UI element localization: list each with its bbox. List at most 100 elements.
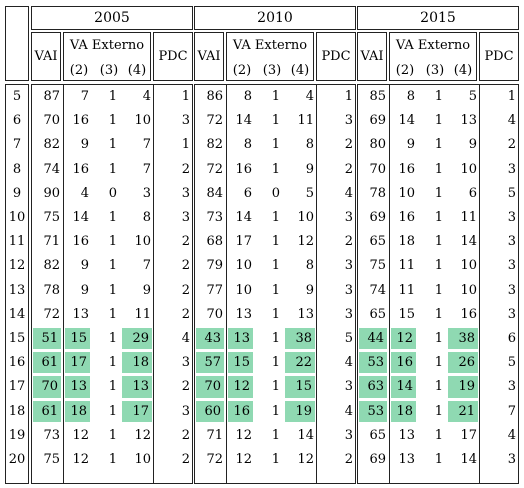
table-cell: 12 xyxy=(228,376,253,398)
table-cell: 1 xyxy=(271,379,280,395)
table-cell: 85 xyxy=(369,89,386,105)
table-cell: 1 xyxy=(434,331,443,347)
table-cell: 10 xyxy=(134,452,151,468)
table-cell: 13 xyxy=(297,306,314,322)
row-id: 17 xyxy=(8,379,26,395)
table-cell: 1 xyxy=(434,89,443,105)
table-cell: 75 xyxy=(43,210,60,226)
table-cell: 1 xyxy=(434,427,443,443)
table-cell: 1 xyxy=(108,379,117,395)
table-cell: 1 xyxy=(181,89,190,105)
table-cell: 6 xyxy=(507,331,516,347)
table-cell: 72 xyxy=(206,161,223,177)
corner-header-cell xyxy=(5,6,29,81)
table-cell: 65 xyxy=(369,306,386,322)
table-cell: 82 xyxy=(206,137,223,153)
table-cell: 1 xyxy=(434,355,443,371)
table-cell: 8 xyxy=(243,137,252,153)
table-cell: 4 xyxy=(305,89,314,105)
va-externo-sub-4: (4) xyxy=(127,62,147,78)
va-externo-header: VA Externo xyxy=(63,32,151,81)
table-cell: 74 xyxy=(369,282,386,298)
table-cell: 1 xyxy=(434,161,443,177)
table-cell: 29 xyxy=(122,328,152,350)
row-id: 6 xyxy=(12,113,22,129)
table-cell: 13 xyxy=(228,328,253,350)
table-cell: 15 xyxy=(228,352,253,374)
table-cell: 72 xyxy=(206,113,223,129)
table-cell: 1 xyxy=(271,89,280,105)
pdc-header: PDC xyxy=(153,32,193,81)
table-cell: 70 xyxy=(33,376,61,398)
table-cell: 4 xyxy=(80,185,89,201)
row-id: 16 xyxy=(8,355,26,371)
row-id: 10 xyxy=(8,210,26,226)
table-cell: 3 xyxy=(181,113,190,129)
vai-header: VAI xyxy=(357,32,387,81)
table-cell: 9 xyxy=(80,282,89,298)
table-cell: 2 xyxy=(344,137,353,153)
table-cell: 71 xyxy=(43,234,60,250)
table-cell: 10 xyxy=(398,185,415,201)
table-cell: 21 xyxy=(448,400,478,422)
table-cell: 10 xyxy=(235,282,252,298)
table-cell: 11 xyxy=(134,306,151,322)
table-cell: 72 xyxy=(43,306,60,322)
table-cell: 1 xyxy=(181,137,190,153)
table-cell: 12 xyxy=(297,234,314,250)
va-externo-title: VA Externo xyxy=(232,38,308,53)
pdc-divider xyxy=(479,84,480,484)
table-cell: 1 xyxy=(108,258,117,274)
table-cell: 1 xyxy=(271,427,280,443)
table-cell: 2 xyxy=(181,452,190,468)
table-cell: 3 xyxy=(344,427,353,443)
table-cell: 2 xyxy=(507,137,516,153)
row-id: 20 xyxy=(8,452,26,468)
table-cell: 4 xyxy=(507,427,516,443)
table-cell: 13 xyxy=(460,113,477,129)
table-cell: 5 xyxy=(507,355,516,371)
table-cell: 12 xyxy=(72,452,89,468)
table-cell: 14 xyxy=(297,427,314,443)
table-cell: 1 xyxy=(108,355,117,371)
table-cell: 72 xyxy=(206,452,223,468)
table-cell: 1 xyxy=(434,258,443,274)
table-cell: 61 xyxy=(33,400,61,422)
table-cell: 75 xyxy=(43,452,60,468)
table-cell: 2 xyxy=(344,234,353,250)
table-cell: 3 xyxy=(181,185,190,201)
table-cell: 22 xyxy=(285,352,315,374)
table-cell: 7 xyxy=(507,403,516,419)
table-cell: 79 xyxy=(206,258,223,274)
table-cell: 17 xyxy=(122,400,152,422)
table-cell: 16 xyxy=(228,400,253,422)
table-cell: 43 xyxy=(196,328,224,350)
va-externo-sub-4: (4) xyxy=(290,62,310,78)
table-cell: 10 xyxy=(460,161,477,177)
row-id: 11 xyxy=(8,234,26,250)
table-cell: 1 xyxy=(434,210,443,226)
table-cell: 16 xyxy=(72,113,89,129)
table-cell: 65 xyxy=(369,234,386,250)
table-cell: 14 xyxy=(72,210,89,226)
table-cell: 9 xyxy=(80,258,89,274)
table-cell: 1 xyxy=(434,282,443,298)
vai-header: VAI xyxy=(194,32,224,81)
vai-header: VAI xyxy=(31,32,61,81)
va-externo-sub-2: (2) xyxy=(69,62,89,78)
table-cell: 3 xyxy=(344,379,353,395)
row-id: 18 xyxy=(8,403,26,419)
table-cell: 4 xyxy=(344,355,353,371)
table-cell: 11 xyxy=(297,113,314,129)
table-cell: 2 xyxy=(181,161,190,177)
va-externo-title: VA Externo xyxy=(395,38,471,53)
table-cell: 1 xyxy=(108,306,117,322)
table-cell: 13 xyxy=(122,376,152,398)
table-cell: 9 xyxy=(305,161,314,177)
table-cell: 3 xyxy=(507,282,516,298)
table-cell: 4 xyxy=(344,403,353,419)
table-cell: 1 xyxy=(434,306,443,322)
pdc-divider xyxy=(153,84,154,484)
table-cell: 1 xyxy=(108,452,117,468)
